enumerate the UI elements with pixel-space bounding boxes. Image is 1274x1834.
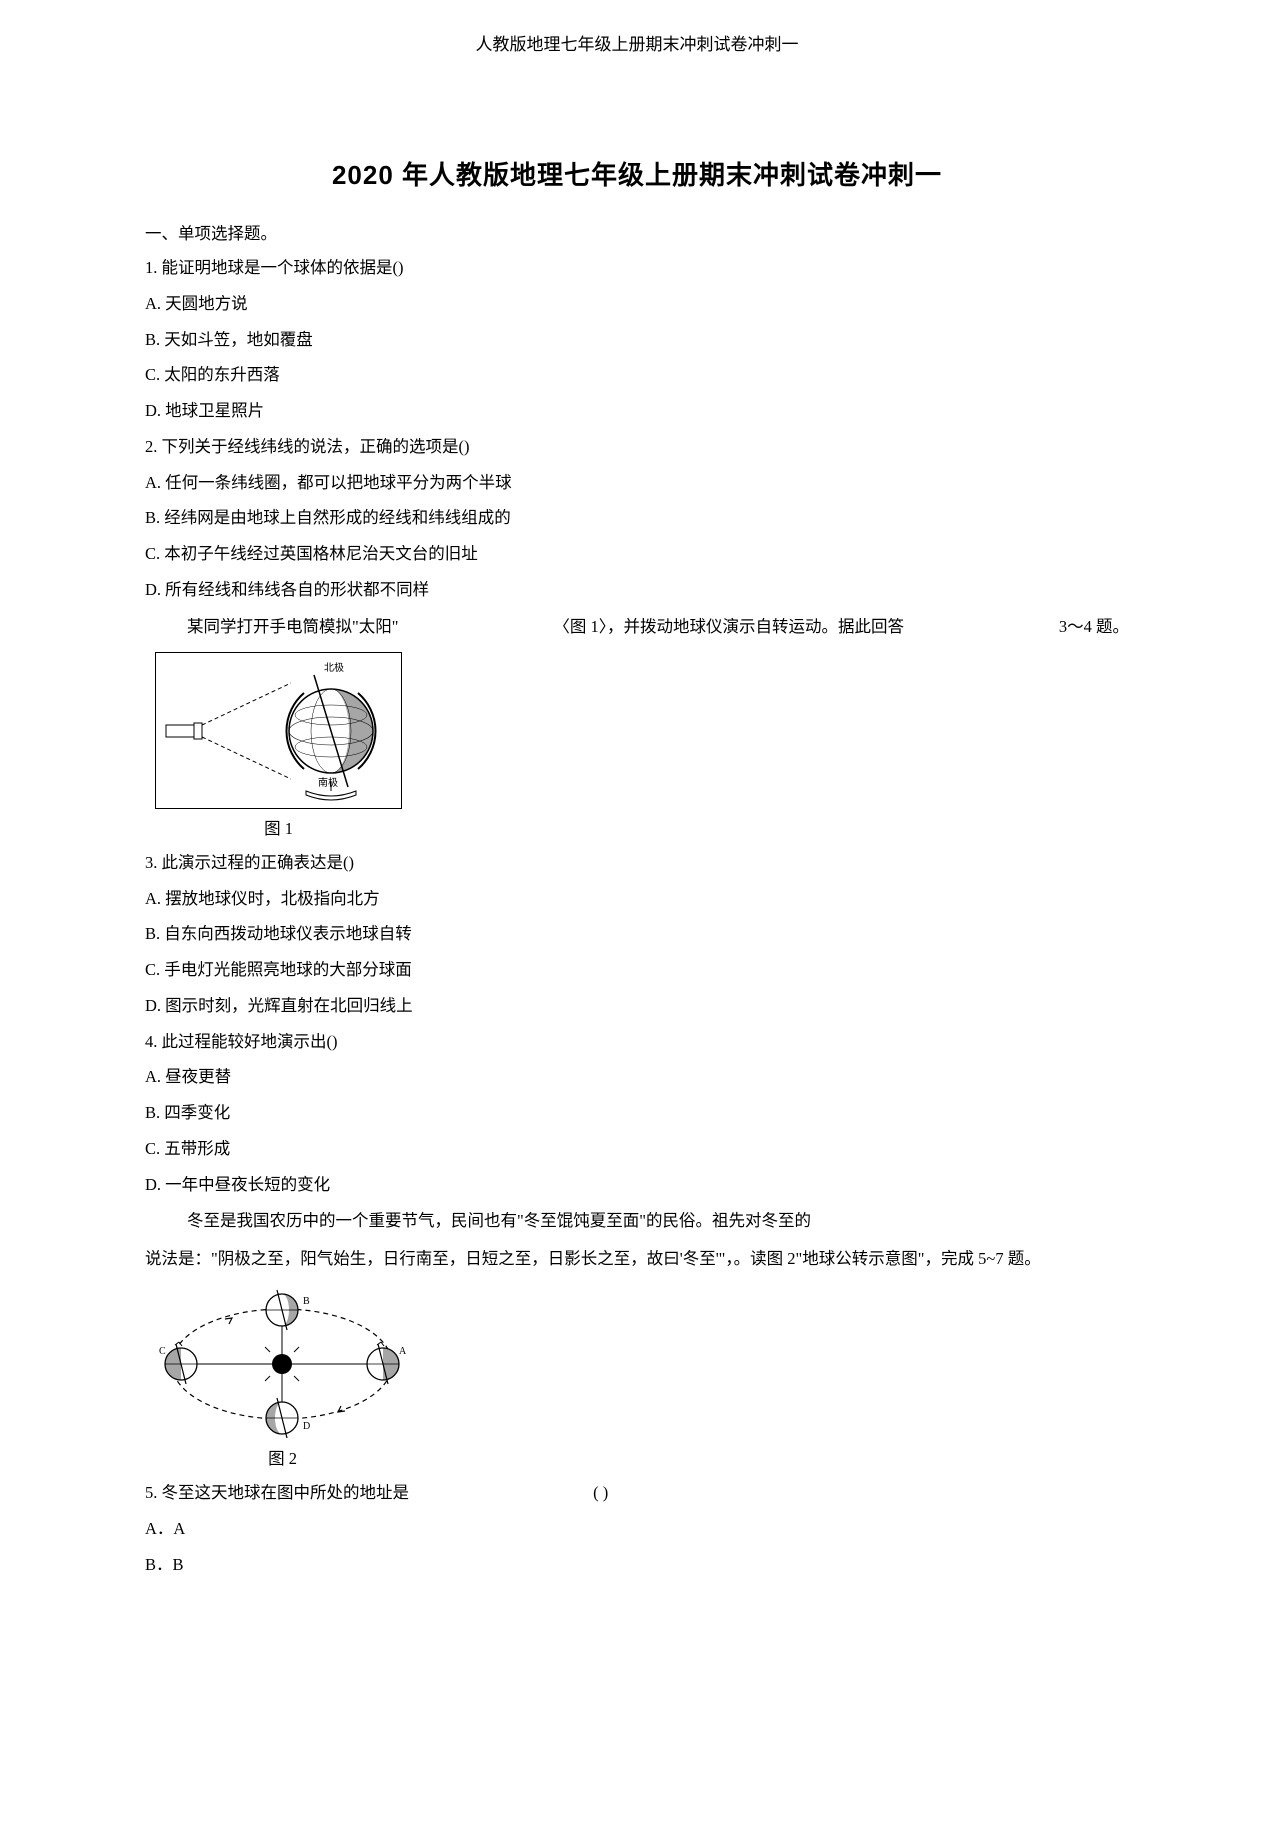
fig2-label-d: D bbox=[303, 1421, 310, 1432]
q2-option-c: C. 本初子午线经过英国格林尼治天文台的旧址 bbox=[145, 542, 1129, 567]
figure-2-caption: 图 2 bbox=[155, 1445, 410, 1469]
q4-option-a: A. 昼夜更替 bbox=[145, 1065, 1129, 1090]
q3-stem: 3. 此演示过程的正确表达是() bbox=[145, 851, 1129, 876]
context-3-4: 某同学打开手电筒模拟"太阳" 〈图 1〉，并拨动地球仪演示自转运动。据此回答 3… bbox=[145, 614, 1129, 640]
fig2-label-a: A bbox=[399, 1346, 407, 1357]
fig2-label-b: B bbox=[303, 1296, 310, 1307]
q3-option-a: A. 摆放地球仪时，北极指向北方 bbox=[145, 887, 1129, 912]
context-34-part1: 某同学打开手电筒模拟"太阳" bbox=[187, 614, 398, 640]
q3-option-b: B. 自东向西拨动地球仪表示地球自转 bbox=[145, 922, 1129, 947]
figure-2-container: A B bbox=[155, 1284, 1129, 1469]
context-57-line1: 冬至是我国农历中的一个重要节气，民间也有"冬至馄饨夏至面"的民俗。祖先对冬至的 bbox=[145, 1208, 1129, 1234]
q1-option-a: A. 天圆地方说 bbox=[145, 292, 1129, 317]
context-34-part2: 〈图 1〉，并拨动地球仪演示自转运动。据此回答 bbox=[553, 614, 904, 640]
q2-option-b: B. 经纬网是由地球上自然形成的经线和纬线组成的 bbox=[145, 506, 1129, 531]
figure-1-caption: 图 1 bbox=[155, 815, 402, 839]
q5-stem: 5. 冬至这天地球在图中所处的地址是 bbox=[145, 1483, 409, 1502]
figure-2-image: A B bbox=[155, 1284, 410, 1439]
q2-stem: 2. 下列关于经线纬线的说法，正确的选项是() bbox=[145, 435, 1129, 460]
q4-option-b: B. 四季变化 bbox=[145, 1101, 1129, 1126]
q1-stem: 1. 能证明地球是一个球体的依据是() bbox=[145, 256, 1129, 281]
context-34-part3: 3～4 题。 bbox=[1059, 614, 1129, 640]
q4-option-d: D. 一年中昼夜长短的变化 bbox=[145, 1173, 1129, 1198]
q4-stem: 4. 此过程能较好地演示出() bbox=[145, 1030, 1129, 1055]
q1-option-b: B. 天如斗笠，地如覆盘 bbox=[145, 328, 1129, 353]
section-heading: 一、单项选择题。 bbox=[145, 220, 1129, 244]
fig1-south-label: 南极 bbox=[318, 776, 338, 789]
q1-option-d: D. 地球卫星照片 bbox=[145, 399, 1129, 424]
figure-1-image: 北极 南极 bbox=[155, 652, 402, 809]
q1-option-c: C. 太阳的东升西落 bbox=[145, 363, 1129, 388]
page-title: 2020 年人教版地理七年级上册期末冲刺试卷冲刺一 bbox=[0, 155, 1274, 192]
q3-option-d: D. 图示时刻，光辉直射在北回归线上 bbox=[145, 994, 1129, 1019]
fig1-north-label: 北极 bbox=[324, 661, 344, 674]
q5-option-a: A．A bbox=[145, 1517, 1129, 1542]
q5-stem-row: 5. 冬至这天地球在图中所处的地址是 ( ) bbox=[145, 1481, 1129, 1506]
q2-option-d: D. 所有经线和纬线各自的形状都不同样 bbox=[145, 578, 1129, 603]
q2-option-a: A. 任何一条纬线圈，都可以把地球平分为两个半球 bbox=[145, 471, 1129, 496]
q3-option-c: C. 手电灯光能照亮地球的大部分球面 bbox=[145, 958, 1129, 983]
q4-option-c: C. 五带形成 bbox=[145, 1137, 1129, 1162]
running-header: 人教版地理七年级上册期末冲刺试卷冲刺一 bbox=[0, 30, 1274, 55]
fig2-label-c: C bbox=[159, 1346, 166, 1357]
q5-option-b: B．B bbox=[145, 1553, 1129, 1578]
context-57-line2: 说法是："阴极之至，阳气始生，日行南至，日短之至，日影长之至，故曰'冬至'"，。… bbox=[145, 1246, 1129, 1272]
q5-paren: ( ) bbox=[593, 1481, 608, 1506]
figure-1-container: 北极 南极 图 1 bbox=[155, 652, 1129, 839]
